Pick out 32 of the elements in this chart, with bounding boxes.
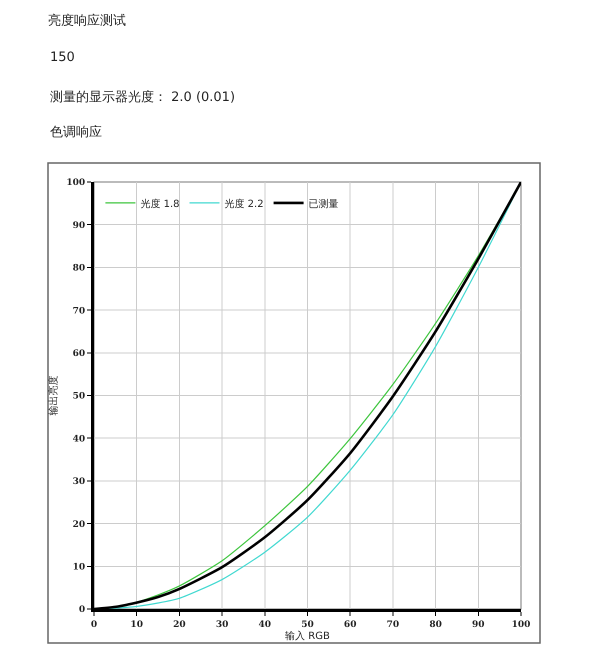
text: 150	[50, 50, 75, 65]
x-tick-label: 100	[512, 620, 530, 630]
legend-label: 光度 2.2	[224, 198, 264, 210]
y-tick-label: 60	[72, 348, 86, 359]
y-tick-label: 100	[66, 178, 86, 188]
x-tick-label: 40	[258, 620, 272, 630]
y-tick-label: 90	[72, 220, 86, 231]
chart-title: 亮度响应测试	[48, 12, 126, 29]
x-tick-label: 10	[130, 620, 143, 630]
y-tick-label: 70	[72, 306, 86, 316]
x-tick-label: 60	[344, 620, 356, 630]
x-tick-label: 90	[472, 620, 485, 630]
x-tick-label: 20	[173, 620, 186, 630]
y-tick-label: 20	[72, 520, 86, 530]
x-tick-label: 50	[301, 620, 314, 630]
line-series	[94, 182, 521, 609]
text: 色调响应	[50, 124, 102, 140]
text: 测量的显示器光度： 2.0 (0.01)	[50, 89, 236, 105]
x-tick-label: 0	[90, 620, 98, 630]
y-tick-label: 30	[72, 477, 86, 488]
legend-label: 已测量	[308, 198, 339, 210]
x-tick-label: 70	[386, 620, 400, 630]
y-axis-title: 输出亮度	[47, 376, 60, 416]
y-tick-label: 40	[72, 434, 86, 444]
x-axis-title: 输入 RGB	[285, 630, 330, 642]
legend-label: 光度 1.8	[140, 198, 180, 210]
y-tick-label: 10	[72, 562, 86, 572]
y-tick-label: 80	[72, 264, 86, 274]
y-tick-label: 0	[78, 605, 86, 616]
y-tick-label: 50	[72, 392, 86, 402]
x-tick-label: 80	[429, 620, 442, 630]
x-tick-label: 30	[216, 620, 228, 630]
